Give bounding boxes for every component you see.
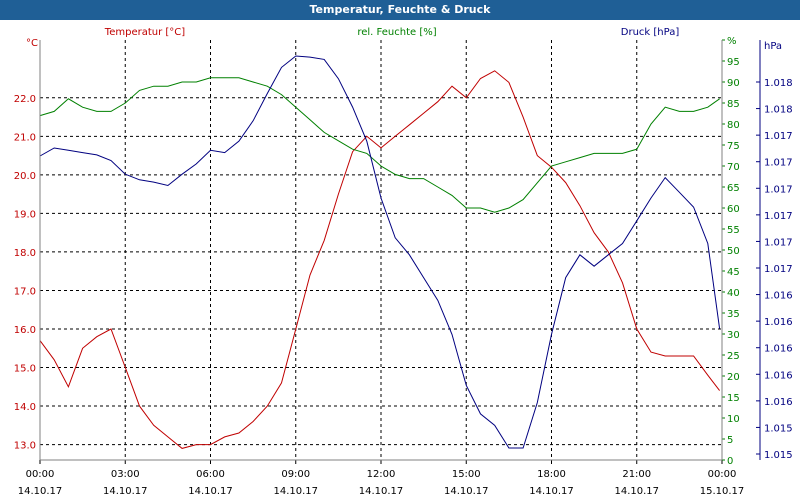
humidity-tick-label: 50 xyxy=(727,246,740,257)
humidity-tick-label: 5 xyxy=(727,435,733,446)
x-tick-time: 00:00 xyxy=(708,469,737,480)
humidity-tick-label: 15 xyxy=(727,393,740,404)
x-tick-date: 15.10.17 xyxy=(700,486,745,497)
window-title: Temperatur, Feuchte & Druck xyxy=(0,0,800,20)
x-tick-date: 14.10.17 xyxy=(18,486,63,497)
humidity-tick-label: 25 xyxy=(727,351,740,362)
humidity-tick-label: 95 xyxy=(727,57,740,68)
grid xyxy=(39,39,760,464)
x-tick-time: 03:00 xyxy=(111,469,140,480)
x-tick-date: 14.10.17 xyxy=(444,486,489,497)
pressure-tick-label: 1.017 xyxy=(764,131,793,142)
x-tick-date: 14.10.17 xyxy=(359,486,404,497)
pressure-tick-label: 1.016 xyxy=(764,317,793,328)
axes xyxy=(39,40,761,461)
humidity-axis-label: rel. Feuchte [%] xyxy=(357,27,436,38)
pressure-tick-label: 1.016 xyxy=(764,397,793,408)
humidity-tick-label: 70 xyxy=(727,162,740,173)
humidity-tick-label: 55 xyxy=(727,225,740,236)
pressure-line xyxy=(39,55,721,449)
humidity-tick-label: 30 xyxy=(727,330,740,341)
humidity-tick-label: 80 xyxy=(727,120,740,131)
temperature-tick-label: 19.0 xyxy=(14,209,36,220)
humidity-tick-label: 10 xyxy=(727,414,740,425)
x-tick-date: 14.10.17 xyxy=(188,486,233,497)
humidity-tick-label: 40 xyxy=(727,288,740,299)
humidity-tick-label: % xyxy=(727,36,737,47)
x-tick-time: 12:00 xyxy=(367,469,396,480)
temperature-tick-label: 16.0 xyxy=(14,325,36,336)
x-tick-time: 06:00 xyxy=(196,469,225,480)
series-layer xyxy=(39,55,721,449)
temperature-unit: °C xyxy=(26,38,38,49)
x-tick-time: 15:00 xyxy=(452,469,481,480)
pressure-tick-label: 1.016 xyxy=(764,344,793,355)
temperature-tick-label: 17.0 xyxy=(14,286,36,297)
humidity-tick-label: 90 xyxy=(727,78,740,89)
humidity-tick-label: 45 xyxy=(727,267,740,278)
temperature-tick-label: 14.0 xyxy=(14,402,36,413)
temperature-tick-label: 13.0 xyxy=(14,441,36,452)
temperature-axis-label: Temperatur [°C] xyxy=(104,27,185,38)
x-tick-date: 14.10.17 xyxy=(529,486,574,497)
temperature-tick-label: 22.0 xyxy=(14,94,36,105)
pressure-tick-label: 1.015 xyxy=(764,423,793,434)
pressure-tick-label: 1.016 xyxy=(764,291,793,302)
pressure-tick-label: 1.015 xyxy=(764,450,793,461)
pressure-tick-label: 1.016 xyxy=(764,370,793,381)
temperature-tick-label: 21.0 xyxy=(14,132,36,143)
pressure-tick-label: 1.017 xyxy=(764,211,793,222)
humidity-tick-label: 85 xyxy=(727,99,740,110)
temperature-tick-label: 15.0 xyxy=(14,364,36,375)
x-tick-time: 18:00 xyxy=(537,469,566,480)
pressure-tick-label: 1.017 xyxy=(764,158,793,169)
pressure-tick-label: 1.017 xyxy=(764,184,793,195)
x-tick-date: 14.10.17 xyxy=(103,486,148,497)
axis-labels: °C Temperatur [°C] rel. Feuchte [%] Druc… xyxy=(26,27,782,52)
pressure-tick-label: 1.018 xyxy=(764,78,793,89)
temperature-tick-label: 20.0 xyxy=(14,171,36,182)
x-tick-date: 14.10.17 xyxy=(273,486,318,497)
humidity-tick-label: 20 xyxy=(727,372,740,383)
temperature-line xyxy=(39,70,720,449)
humidity-tick-label: 35 xyxy=(727,309,740,320)
pressure-axis-label: Druck [hPa] xyxy=(621,27,680,38)
pressure-tick-label: 1.018 xyxy=(764,105,793,116)
pressure-unit: hPa xyxy=(764,41,782,52)
temperature-tick-label: 18.0 xyxy=(14,248,36,259)
humidity-tick-label: 65 xyxy=(727,183,740,194)
x-tick-date: 14.10.17 xyxy=(614,486,659,497)
humidity-tick-label: 0 xyxy=(727,456,733,467)
pressure-tick-label: 1.017 xyxy=(764,264,793,275)
x-tick-time: 21:00 xyxy=(622,469,651,480)
humidity-line xyxy=(39,77,720,213)
tick-labels: 00:00 14.10.17 03:00 14.10.17 06:00 14.10.17 0… xyxy=(14,36,793,497)
humidity-tick-label: 75 xyxy=(727,141,740,152)
x-tick-time: 00:00 xyxy=(26,469,55,480)
x-tick-time: 09:00 xyxy=(281,469,310,480)
humidity-tick-label: 60 xyxy=(727,204,740,215)
line-chart: °C Temperatur [°C] rel. Feuchte [%] Druc… xyxy=(14,27,793,497)
pressure-tick-label: 1.017 xyxy=(764,237,793,248)
